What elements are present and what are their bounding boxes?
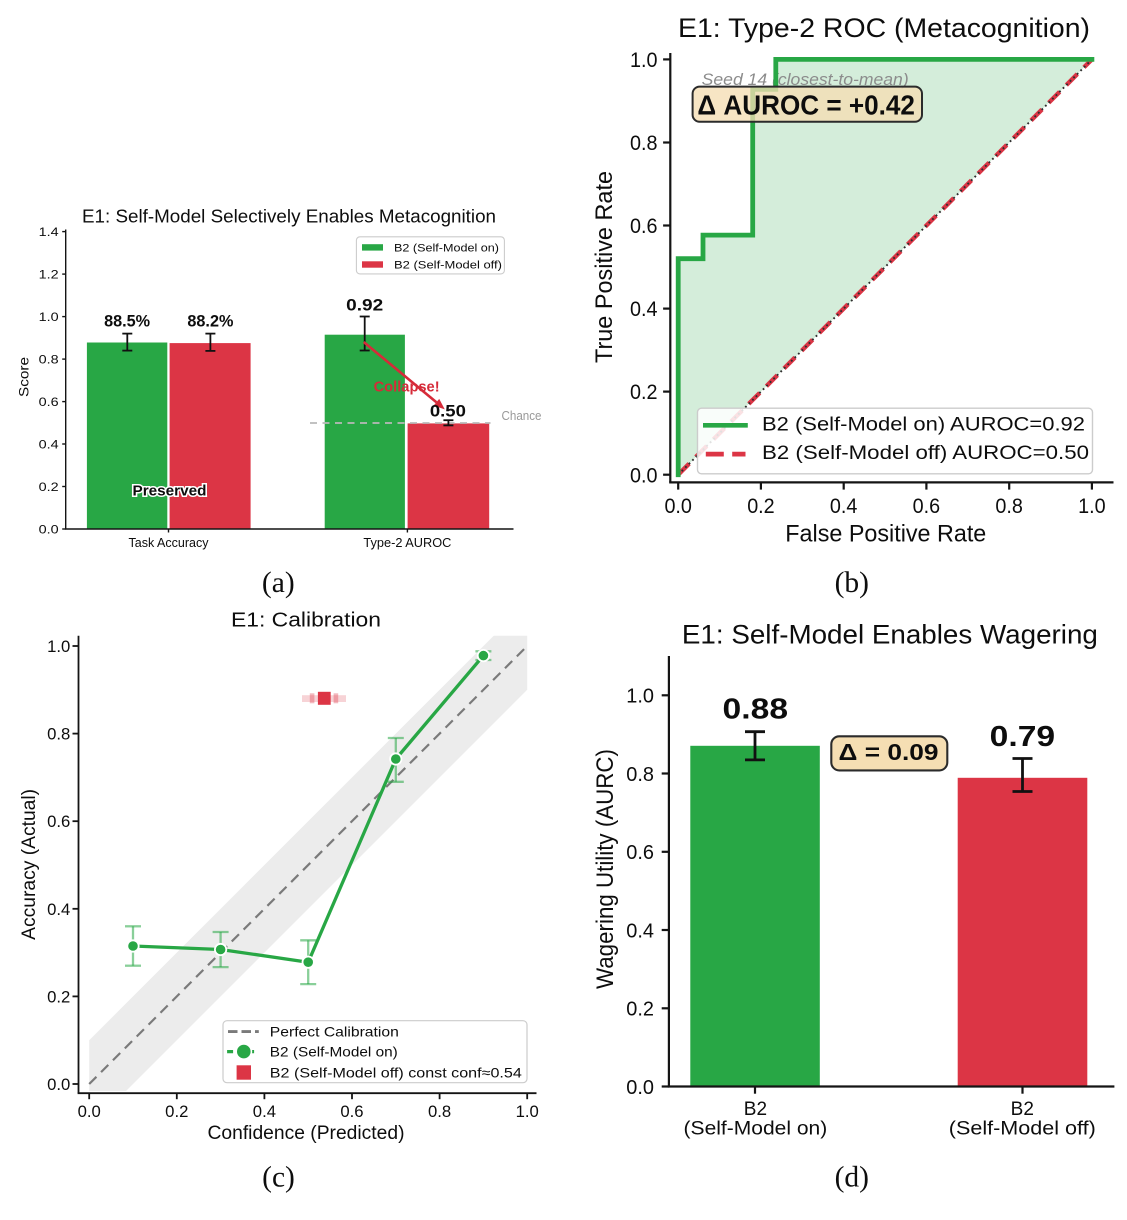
svg-text:E1: Self-Model Enables Wagerin: E1: Self-Model Enables Wagering [682,619,1098,649]
svg-text:0.8: 0.8 [428,1103,451,1121]
svg-text:Preserved: Preserved [133,484,207,500]
svg-text:0.6: 0.6 [630,215,658,238]
svg-text:1.0: 1.0 [39,310,59,324]
svg-text:0.8: 0.8 [995,495,1023,518]
svg-text:1.4: 1.4 [39,225,59,239]
svg-text:False Positive Rate: False Positive Rate [785,520,986,547]
svg-text:B2: B2 [1011,1099,1034,1120]
svg-text:0.79: 0.79 [990,721,1056,753]
svg-text:0.4: 0.4 [47,901,70,919]
svg-text:Accuracy (Actual): Accuracy (Actual) [19,789,40,940]
svg-text:0.0: 0.0 [47,1076,70,1094]
svg-text:0.50: 0.50 [430,403,466,421]
svg-text:Task Accuracy: Task Accuracy [129,536,210,550]
svg-text:E1: Self-Model Selectively Ena: E1: Self-Model Selectively Enables Metac… [82,207,496,227]
svg-text:Collapse!: Collapse! [374,379,440,395]
svg-text:B2 (Self-Model on): B2 (Self-Model on) [270,1043,398,1059]
svg-text:0.92: 0.92 [346,297,383,315]
svg-text:B2 (Self-Model off): B2 (Self-Model off) [394,260,502,272]
svg-text:0.6: 0.6 [47,813,70,831]
svg-text:0.0: 0.0 [78,1103,101,1121]
svg-text:1.0: 1.0 [1078,495,1106,518]
svg-text:0.6: 0.6 [913,495,941,518]
svg-text:0.0: 0.0 [39,522,59,536]
svg-text:Type-2 AUROC: Type-2 AUROC [363,536,451,550]
svg-text:0.4: 0.4 [253,1103,276,1121]
svg-text:B2 (Self-Model on) AUROC=0.92: B2 (Self-Model on) AUROC=0.92 [762,414,1085,435]
svg-text:True Positive Rate: True Positive Rate [591,171,618,363]
svg-text:(Self-Model off): (Self-Model off) [949,1119,1096,1140]
svg-text:0.2: 0.2 [165,1103,188,1121]
svg-text:88.5%: 88.5% [104,312,150,331]
svg-text:(b): (b) [835,567,869,599]
svg-text:Seed 14 (closest-to-mean): Seed 14 (closest-to-mean) [702,71,909,89]
svg-text:1.0: 1.0 [630,49,658,72]
svg-text:0.8: 0.8 [626,764,654,786]
svg-text:0.4: 0.4 [830,495,858,518]
svg-text:0.6: 0.6 [626,842,654,864]
svg-text:B2: B2 [744,1099,767,1120]
svg-text:0.0: 0.0 [630,464,658,487]
svg-text:0.0: 0.0 [626,1077,654,1099]
svg-text:0.2: 0.2 [47,988,70,1006]
svg-text:1.0: 1.0 [47,638,70,656]
svg-text:B2 (Self-Model on): B2 (Self-Model on) [394,243,499,255]
svg-text:Chance: Chance [502,409,542,423]
svg-text:(a): (a) [262,567,295,599]
svg-text:0.2: 0.2 [626,999,654,1021]
svg-text:0.0: 0.0 [664,495,692,518]
svg-text:0.8: 0.8 [630,132,658,155]
svg-text:Δ AUROC = +0.42: Δ AUROC = +0.42 [697,89,915,120]
svg-text:0.4: 0.4 [39,437,59,451]
svg-text:1.0: 1.0 [516,1103,539,1121]
svg-text:0.6: 0.6 [340,1103,363,1121]
svg-text:1.2: 1.2 [39,267,59,281]
svg-text:88.2%: 88.2% [187,312,233,331]
svg-text:0.88: 0.88 [723,693,789,725]
svg-text:(c): (c) [262,1162,295,1194]
svg-text:0.2: 0.2 [39,480,59,494]
svg-text:0.8: 0.8 [47,726,70,744]
svg-text:E1: Calibration: E1: Calibration [231,610,381,632]
svg-text:0.2: 0.2 [630,381,658,404]
svg-text:B2 (Self-Model off) const conf: B2 (Self-Model off) const conf≈0.54 [270,1064,522,1080]
svg-text:Δ = 0.09: Δ = 0.09 [839,739,939,765]
svg-text:0.6: 0.6 [39,395,59,409]
svg-text:1.0: 1.0 [626,686,654,708]
svg-text:0.4: 0.4 [626,920,654,942]
svg-text:Score: Score [16,357,32,397]
svg-text:Wagering Utility (AURC): Wagering Utility (AURC) [592,749,619,989]
svg-text:Confidence (Predicted): Confidence (Predicted) [208,1123,405,1144]
svg-text:B2 (Self-Model off) AUROC=0.50: B2 (Self-Model off) AUROC=0.50 [762,443,1089,464]
svg-text:(d): (d) [835,1162,869,1194]
svg-text:E1: Type-2 ROC (Metacognition): E1: Type-2 ROC (Metacognition) [678,13,1090,43]
svg-text:0.4: 0.4 [630,298,658,321]
svg-text:0.8: 0.8 [39,352,59,366]
svg-text:(Self-Model on): (Self-Model on) [684,1119,828,1140]
svg-text:Perfect Calibration: Perfect Calibration [270,1024,399,1040]
svg-text:0.2: 0.2 [747,495,775,518]
